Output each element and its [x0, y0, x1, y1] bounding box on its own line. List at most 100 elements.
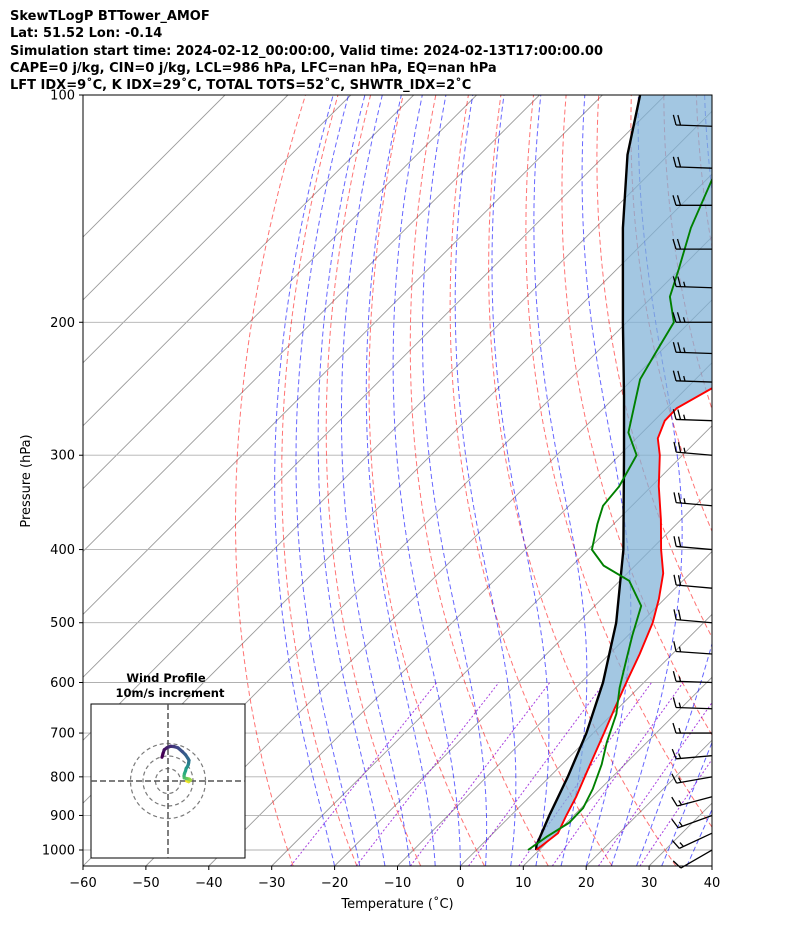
chart-header: SkewTLogP BTTower_AMOF Lat: 51.52 Lon: -…	[10, 8, 603, 94]
mixing-ratio-line	[409, 682, 551, 866]
wind-barb	[672, 114, 713, 127]
moist-adiabat-line	[686, 808, 712, 866]
wind-profile-inset: Wind Profile 10m/s increment	[90, 671, 246, 859]
moist-adiabat-line	[454, 95, 517, 866]
wind-barb-flag	[672, 370, 677, 381]
wind-barb-shaft	[675, 351, 713, 355]
wind-barb-half-flag	[678, 777, 682, 783]
wind-profile-title: Wind Profile	[126, 671, 206, 685]
wind-barb	[672, 195, 712, 206]
wind-barb-shaft	[675, 124, 713, 127]
mixing-ratio-line	[639, 758, 712, 866]
wind-barb-shaft	[676, 545, 713, 551]
wind-barb-half-flag	[678, 676, 682, 682]
y-tick-label: 400	[50, 543, 75, 558]
wind-barbs	[671, 114, 713, 869]
wind-barb-shaft	[677, 796, 713, 807]
wind-barb	[672, 670, 713, 684]
dry-adiabat-line	[561, 95, 712, 736]
x-tick-label: 0	[456, 876, 464, 891]
isotherm-line	[397, 550, 712, 866]
moist-adiabat-line	[392, 95, 461, 866]
wind-barb-flag	[677, 609, 682, 621]
y-tick-label: 300	[50, 449, 75, 464]
convective-parameters: CAPE=0 j/kg, CIN=0 j/kg, LCL=986 hPa, LF…	[10, 60, 497, 76]
wind-barb-half-flag	[678, 646, 682, 652]
isotherm-line	[83, 95, 352, 364]
wind-barb-flag	[672, 342, 677, 353]
wind-barb-flag	[673, 536, 677, 547]
y-tick-label: 1000	[42, 844, 75, 859]
wind-barb	[671, 773, 713, 784]
x-tick-label: −30	[258, 876, 285, 891]
wind-barb-flag	[677, 409, 682, 420]
wind-profile-subtitle: 10m/s increment	[116, 686, 225, 700]
x-tick-label: 10	[515, 876, 532, 891]
wind-barb-half-flag	[679, 842, 684, 847]
moist-adiabats	[274, 95, 712, 866]
wind-barb-half-flag	[683, 498, 686, 504]
wind-barb-flag	[677, 492, 682, 504]
wind-barb-shaft	[680, 849, 713, 869]
wind-barb-shaft	[676, 618, 713, 624]
x-tick-label: −50	[132, 876, 159, 891]
dry-adiabat-line	[488, 95, 677, 866]
isotherm-line	[334, 487, 712, 866]
x-tick-label: −40	[195, 876, 222, 891]
wind-barb-shaft	[675, 706, 713, 710]
isotherm-line	[83, 95, 603, 616]
wind-barb-flag	[671, 819, 679, 829]
moist-adiabat-line	[317, 95, 386, 866]
moist-adiabat-line	[491, 95, 550, 866]
wind-barb-half-flag	[683, 414, 686, 420]
y-tick-label: 800	[50, 770, 75, 785]
isotherm-line	[711, 865, 712, 866]
temperature-line	[535, 387, 712, 851]
wind-barb-flag	[677, 276, 682, 287]
wind-barb	[671, 832, 713, 849]
wind-barb-flag	[672, 195, 677, 206]
isotherm-line	[522, 676, 712, 866]
moist-adiabat-line	[295, 95, 361, 866]
wind-barb-flag	[671, 748, 677, 760]
x-axis-label: Temperature (˚C)	[340, 896, 453, 912]
wind-barb-flag	[672, 409, 677, 420]
wind-barb-shaft	[675, 380, 713, 383]
wind-barb-half-flag	[683, 347, 686, 353]
wind-barb-shaft	[676, 584, 713, 589]
wind-barb-half-flag	[678, 702, 682, 708]
wind-profile-plot	[91, 704, 245, 858]
wind-barb-flag	[671, 840, 680, 849]
y-tick-label: 100	[50, 89, 75, 104]
wind-barb	[671, 796, 713, 807]
y-axis-label: Pressure (hPa)	[19, 434, 34, 527]
y-axis-ticks: 100 200 300 400 500 600 700 800 900 1000	[42, 89, 83, 859]
mixing-ratio-line	[551, 682, 684, 866]
dry-adiabat-line	[525, 95, 712, 829]
hodograph-segment	[160, 751, 165, 759]
y-tick-label: 900	[50, 809, 75, 824]
x-tick-label: −10	[384, 876, 411, 891]
isotherm-line	[208, 362, 712, 866]
dry-adiabat-line	[729, 95, 794, 866]
x-tick-label: 20	[578, 876, 595, 891]
wind-barb-flag	[672, 238, 677, 250]
wind-barb-half-flag	[678, 727, 682, 734]
wind-barb-flag	[677, 156, 682, 168]
wind-barb-flag	[672, 670, 677, 682]
wind-barb	[672, 276, 713, 289]
wind-barb-half-flag	[683, 447, 686, 454]
wind-barb	[673, 536, 713, 551]
chart-title: SkewTLogP BTTower_AMOF	[10, 9, 210, 24]
dry-adiabat-line	[325, 95, 422, 866]
wind-barb-shaft	[675, 285, 713, 289]
wind-barb-flag	[677, 370, 682, 382]
wind-barb-flag	[676, 238, 682, 250]
wind-barb	[672, 342, 713, 355]
dry-adiabat-line	[368, 95, 485, 866]
wind-barb-half-flag	[678, 753, 682, 759]
moist-adiabat-line	[421, 95, 488, 866]
wind-barb-shaft	[676, 650, 713, 655]
wind-barb	[672, 238, 712, 250]
wind-barb	[671, 748, 713, 760]
